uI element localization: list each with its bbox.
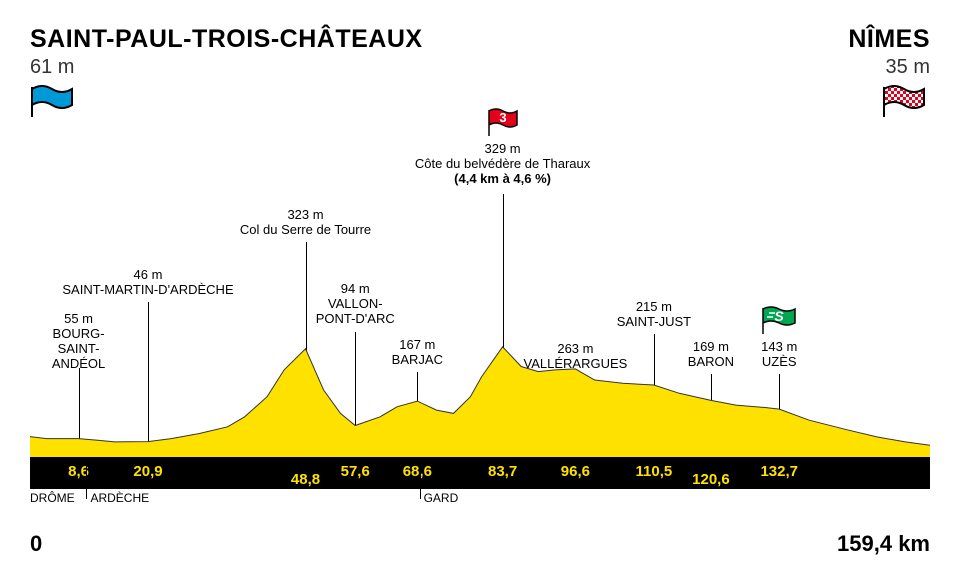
poi-altitude: 46 m bbox=[62, 268, 233, 283]
km-mark: 68,6 bbox=[403, 463, 432, 480]
footer: 0 159,4 km bbox=[30, 531, 930, 561]
poi-name: SAINT-MARTIN-D'ARDÈCHE bbox=[62, 283, 233, 298]
department-label: ARDÈCHE bbox=[90, 491, 149, 505]
poi-name: Côte du belvédère de Tharaux bbox=[415, 157, 590, 172]
km-mark: 110,5 bbox=[636, 463, 673, 480]
poi-altitude: 323 m bbox=[240, 208, 371, 223]
department-band: DRÔME ARDÈCHE GARD bbox=[30, 489, 930, 509]
poi-label: 46 mSAINT-MARTIN-D'ARDÈCHE bbox=[62, 268, 233, 298]
start-city: SAINT-PAUL-TROIS-CHÂTEAUX bbox=[30, 25, 423, 54]
start-km: 0 bbox=[30, 531, 42, 557]
finish-city: NÎMES bbox=[848, 25, 930, 54]
department-divider bbox=[86, 459, 87, 499]
total-km: 159,4 km bbox=[837, 531, 930, 557]
poi-detail: (4,4 km à 4,6 %) bbox=[415, 172, 590, 187]
poi-altitude: 215 m bbox=[617, 300, 691, 315]
stage-profile: SAINT-PAUL-TROIS-CHÂTEAUX 61 m NÎMES 35 … bbox=[0, 0, 960, 579]
km-mark: 83,7 bbox=[488, 463, 517, 480]
km-mark: 20,9 bbox=[133, 463, 162, 480]
department-divider bbox=[420, 459, 421, 499]
poi-label: 323 mCol du Serre de Tourre bbox=[240, 208, 371, 238]
km-mark: 120,6 bbox=[692, 471, 730, 488]
km-mark: 96,6 bbox=[561, 463, 590, 480]
category-flag-icon: 3 bbox=[486, 108, 520, 143]
poi-label: 329 mCôte du belvédère de Tharaux(4,4 km… bbox=[415, 142, 590, 187]
km-mark: 132,7 bbox=[760, 463, 798, 480]
chart-area: 55 mBOURG- SAINT- ANDÉOL46 mSAINT-MARTIN… bbox=[30, 100, 930, 509]
km-mark: 48,8 bbox=[291, 471, 320, 488]
km-band: 8,620,948,857,668,683,796,6110,5120,6132… bbox=[30, 457, 930, 489]
start-altitude: 61 m bbox=[30, 56, 423, 79]
svg-text:3: 3 bbox=[499, 110, 506, 125]
poi-name: Col du Serre de Tourre bbox=[240, 223, 371, 238]
poi-altitude: 94 m bbox=[316, 282, 395, 297]
finish-altitude: 35 m bbox=[848, 56, 930, 79]
elevation-profile bbox=[30, 317, 930, 457]
header: SAINT-PAUL-TROIS-CHÂTEAUX 61 m NÎMES 35 … bbox=[30, 25, 930, 105]
department-label: GARD bbox=[424, 491, 459, 505]
km-mark: 57,6 bbox=[341, 463, 370, 480]
department-label: DRÔME bbox=[30, 491, 75, 505]
poi-altitude: 329 m bbox=[415, 142, 590, 157]
